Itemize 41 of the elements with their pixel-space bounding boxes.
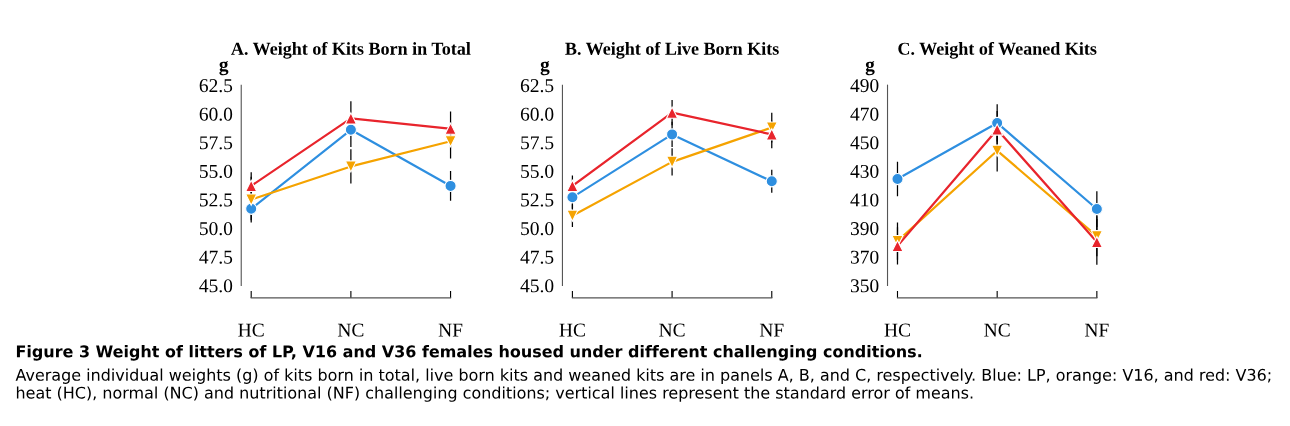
y-axis-title: g — [219, 60, 229, 76]
y-tick-label: 52.5 — [521, 193, 554, 207]
y-tick-label: 62.5 — [520, 79, 554, 93]
x-tick-label: NF — [759, 323, 784, 337]
y-tick-label: 470 — [850, 107, 879, 121]
x-tick-label: NF — [438, 323, 463, 337]
y-tick-label: 490 — [850, 79, 879, 93]
y-tick-label: 370 — [850, 250, 879, 264]
y-tick-label: 45.0 — [520, 279, 554, 293]
y-tick-label: 47.5 — [520, 250, 554, 264]
x-tick-label: HC — [884, 323, 910, 337]
y-tick-label: 45.0 — [199, 279, 233, 293]
y-tick-label: 50.0 — [521, 222, 554, 236]
caption: Figure 3 Weight of litters of LP, V16 and V36 females housed under different challenging conditions. — [16, 345, 922, 361]
y-tick-label: 450 — [850, 136, 879, 150]
x-tick-label: NC — [984, 323, 1010, 337]
y-tick-label: 350 — [850, 279, 879, 293]
y-tick-label: 390 — [850, 222, 879, 236]
y-tick-label: 55.0 — [521, 164, 554, 179]
chart-title: A. Weight of Kits Born in Total — [231, 41, 471, 59]
x-tick-label: NC — [337, 323, 364, 337]
x-tick-label: NF — [1084, 323, 1109, 337]
x-tick-label: HC — [559, 323, 585, 337]
y-tick-label: 57.5 — [521, 136, 554, 150]
y-tick-label: 55.0 — [200, 164, 233, 179]
y-tick-label: 50.0 — [200, 222, 233, 236]
y-tick-label: 60.0 — [520, 107, 554, 121]
x-tick-label: HC — [238, 323, 264, 337]
y-tick-label: 410 — [850, 193, 879, 207]
y-axis-title: g — [865, 60, 875, 76]
y-axis-title: g — [540, 60, 550, 76]
text: Average individual weights (g) of kits born in total, live born kits and weaned kits are in panels A, B, and C, respectively. Blue: LP, orange: V16, and red: V36; heat (HC), normal (NC) and nutritional (NF) challenging conditions; vertical lines represent the standard error of means. — [15, 368, 1271, 402]
y-tick-label: 52.5 — [200, 193, 233, 207]
y-tick-label: 62.5 — [199, 79, 233, 93]
y-tick-label: 60.0 — [199, 107, 233, 121]
chart-title: C. Weight of Weaned Kits — [898, 41, 1097, 59]
chart-title: B. Weight of Live Born Kits — [565, 41, 779, 59]
x-tick-label: NC — [659, 323, 685, 337]
y-tick-label: 57.5 — [200, 136, 233, 150]
y-tick-label: 430 — [850, 164, 879, 178]
y-tick-label: 47.5 — [199, 250, 233, 264]
